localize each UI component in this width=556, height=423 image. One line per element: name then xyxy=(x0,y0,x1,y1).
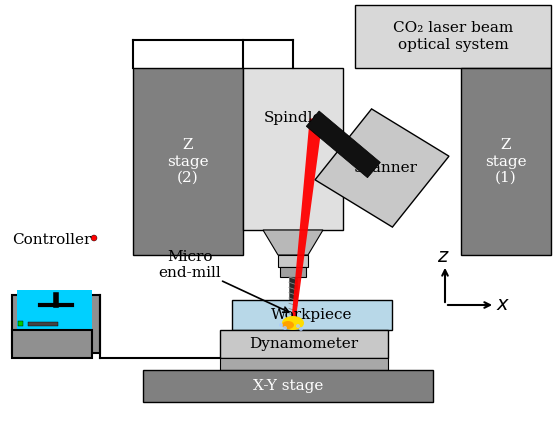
FancyBboxPatch shape xyxy=(355,5,551,68)
Text: Spindle: Spindle xyxy=(264,111,322,125)
Ellipse shape xyxy=(282,316,304,330)
Text: Micro
end-mill: Micro end-mill xyxy=(158,250,221,280)
Polygon shape xyxy=(220,358,388,370)
Polygon shape xyxy=(291,118,322,325)
Polygon shape xyxy=(315,109,449,227)
FancyBboxPatch shape xyxy=(17,290,92,337)
Text: Controller: Controller xyxy=(12,233,91,247)
Bar xyxy=(28,322,58,326)
Polygon shape xyxy=(280,267,306,277)
Polygon shape xyxy=(289,319,297,325)
FancyBboxPatch shape xyxy=(461,68,551,255)
FancyBboxPatch shape xyxy=(133,68,243,255)
FancyBboxPatch shape xyxy=(243,68,343,230)
Text: X-Y stage: X-Y stage xyxy=(253,379,323,393)
Polygon shape xyxy=(263,230,323,255)
FancyBboxPatch shape xyxy=(12,295,100,353)
Ellipse shape xyxy=(282,321,294,329)
Text: Workpiece: Workpiece xyxy=(271,308,353,322)
FancyBboxPatch shape xyxy=(12,330,92,358)
Circle shape xyxy=(283,326,287,330)
Text: Z
stage
(2): Z stage (2) xyxy=(167,138,209,185)
FancyBboxPatch shape xyxy=(220,330,388,358)
Circle shape xyxy=(299,327,303,331)
Text: Scanner: Scanner xyxy=(354,161,418,175)
Circle shape xyxy=(279,323,283,327)
Polygon shape xyxy=(278,255,308,267)
FancyBboxPatch shape xyxy=(143,370,433,402)
Circle shape xyxy=(91,235,97,241)
Text: $x$: $x$ xyxy=(496,296,510,314)
FancyBboxPatch shape xyxy=(232,300,392,330)
Text: $z$: $z$ xyxy=(436,248,449,266)
Text: CO₂ laser beam
optical system: CO₂ laser beam optical system xyxy=(393,22,513,52)
Text: Z
stage
(1): Z stage (1) xyxy=(485,138,527,185)
Bar xyxy=(18,321,23,326)
Polygon shape xyxy=(306,111,380,178)
Text: Dynamometer: Dynamometer xyxy=(250,337,359,351)
Bar xyxy=(289,277,297,319)
Circle shape xyxy=(296,324,300,328)
